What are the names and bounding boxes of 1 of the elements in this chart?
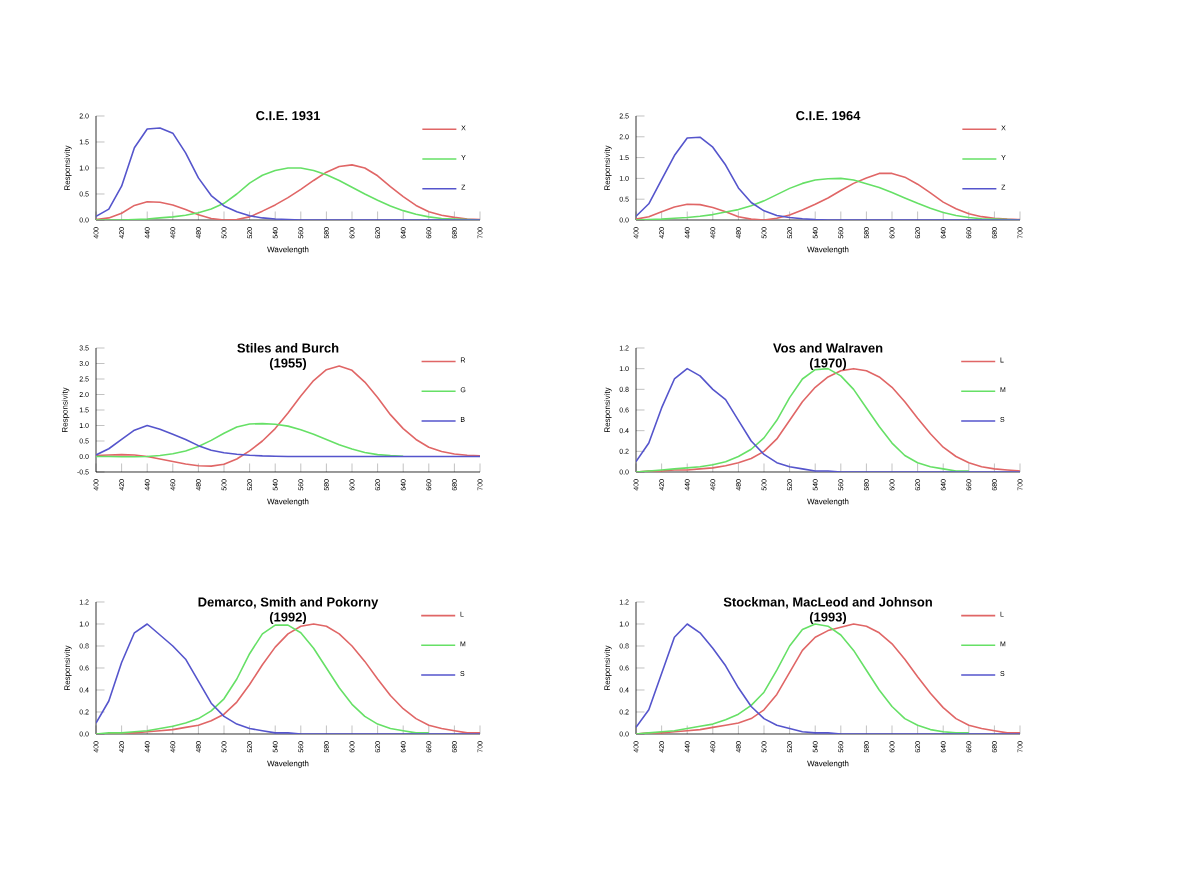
- line-series: [96, 422, 404, 458]
